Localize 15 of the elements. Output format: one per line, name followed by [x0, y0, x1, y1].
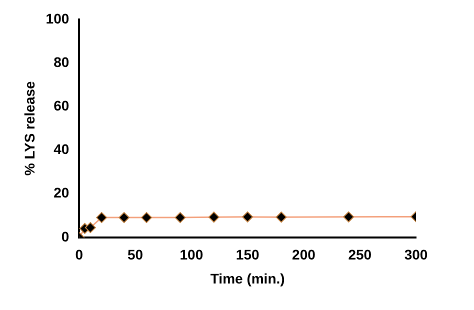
x-tick-label: 200: [292, 246, 316, 263]
y-tick-label: 60: [54, 97, 70, 114]
y-tick-label: 20: [54, 184, 70, 201]
y-tick-label: 100: [46, 10, 70, 26]
x-tick-label: 250: [348, 246, 372, 263]
y-axis-title: % LYS release: [21, 80, 38, 176]
y-tick-label: 40: [54, 141, 70, 158]
x-tick-label: 100: [180, 246, 204, 263]
x-axis-title: Time (min.): [210, 270, 285, 286]
y-tick-label: 80: [54, 54, 70, 70]
x-tick-label: 300: [404, 246, 428, 263]
x-tick-label: 50: [128, 246, 144, 263]
x-tick-label: 0: [75, 246, 84, 263]
x-tick-label: 150: [236, 246, 260, 263]
y-tick-label: 0: [61, 228, 70, 244]
